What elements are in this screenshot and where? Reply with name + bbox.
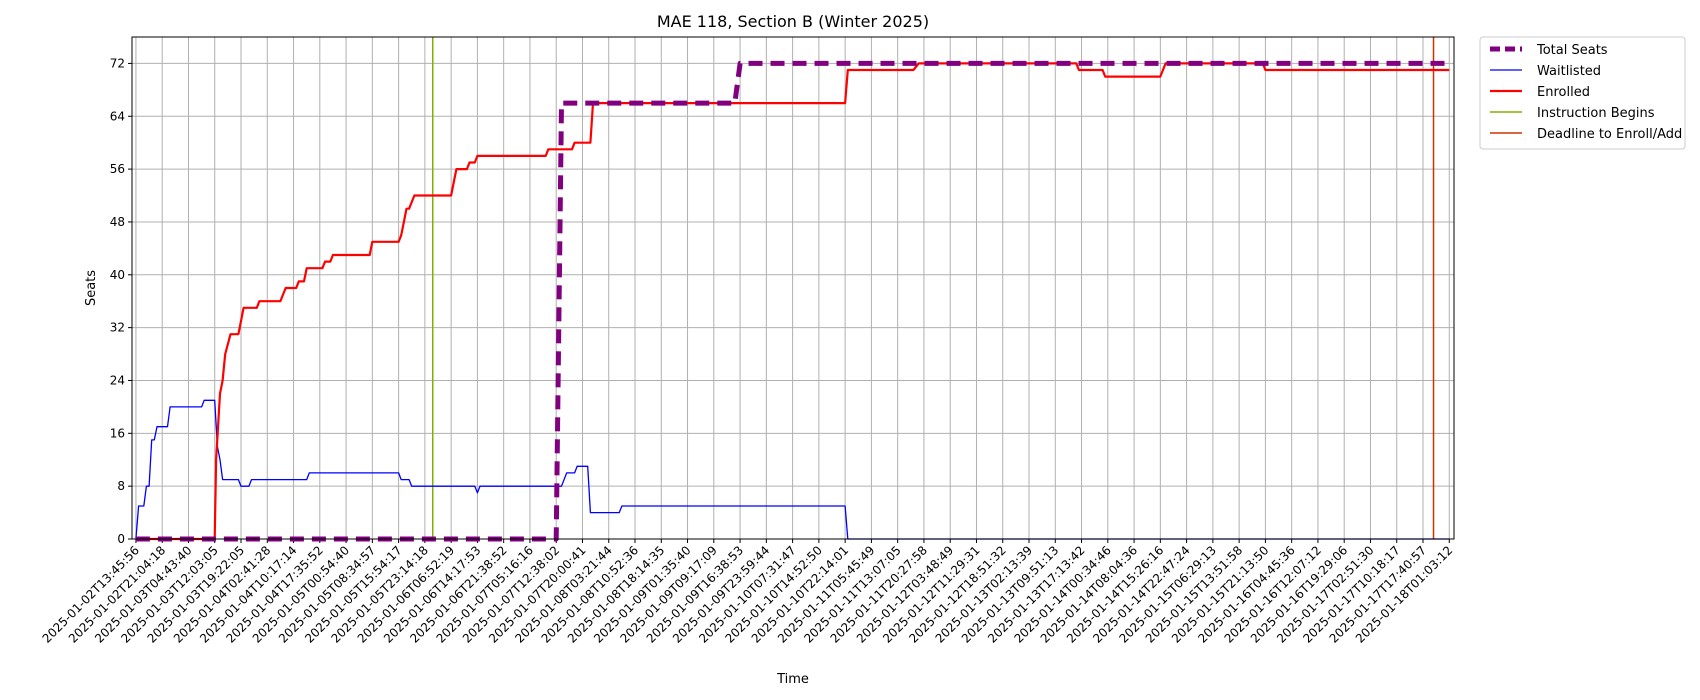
legend-entry-label: Enrolled [1537,85,1590,100]
plot-frame [131,36,1455,540]
y-tick-label: 24 [110,373,125,387]
legend-box [1479,36,1686,150]
x-axis-label: Time [776,672,809,687]
y-tick-label: 56 [110,162,125,176]
y-tick-label: 72 [110,56,125,70]
series-lines [135,60,1450,542]
y-tick-label: 16 [110,426,125,440]
legend-entry-label: Waitlisted [1537,64,1601,79]
vertical-markers [432,37,1435,539]
legend: Total Seats Waitlisted Enrolled Instruction… [1479,36,1686,150]
legend-entry-label: Instruction Begins [1537,106,1655,121]
legend-entry-label: Deadline to Enroll/Add [1537,127,1682,142]
legend-entry-label: Total Seats [1536,43,1608,58]
y-tick-label: 64 [110,109,125,123]
series-line-enrolled [135,62,1450,541]
series-line-waitlisted [135,399,1450,540]
chart-title: MAE 118, Section B (Winter 2025) [657,12,929,31]
y-tick-label: 32 [110,321,125,335]
y-tick-label: 0 [117,532,125,546]
y-tick-label: 48 [110,215,125,229]
y-axis-ticks: 0 8 16 24 32 40 48 56 64 72 [110,56,132,546]
x-axis-ticks: 2025-01-02T13:45:562025-01-02T21:04:1820… [40,539,1455,646]
y-tick-label: 8 [117,479,125,493]
y-tick-label: 40 [110,268,125,282]
y-axis-label: Seats [84,270,99,306]
grid-lines [132,37,1454,540]
